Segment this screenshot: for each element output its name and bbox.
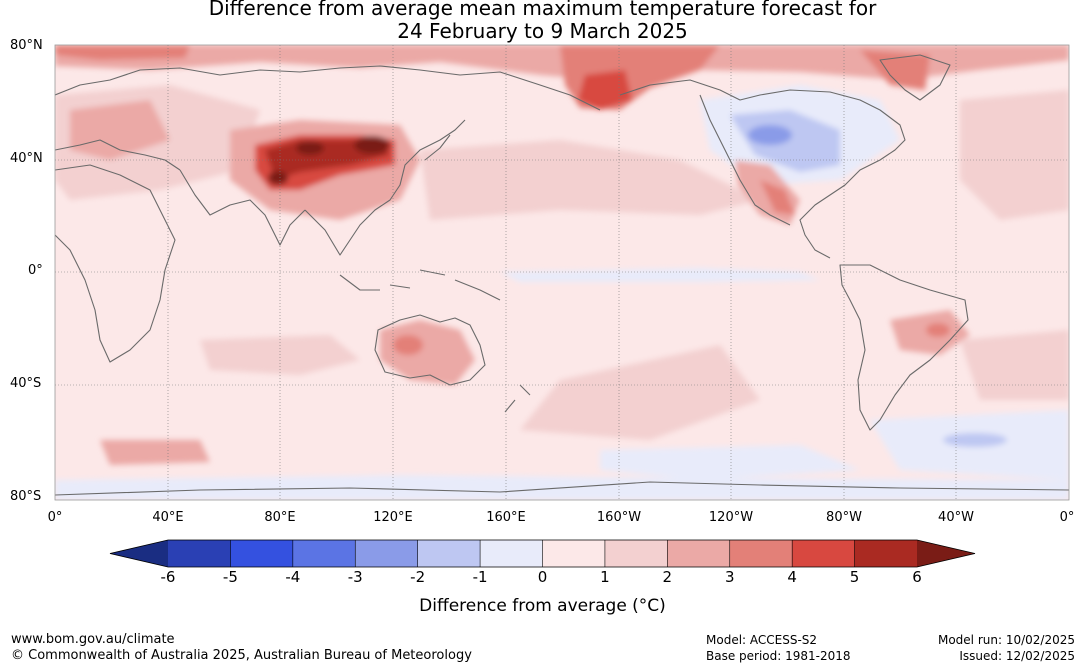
coastlines (55, 54, 1069, 496)
lon-label-80w: 80°W (826, 510, 862, 525)
lat-label-40s: 40°S (10, 376, 42, 391)
lon-label-160e: 160°E (486, 510, 526, 525)
colorbar-tick-label: -1 (472, 568, 488, 586)
coastline-africa (55, 164, 176, 363)
footer-model: Model: ACCESS-S2 (706, 633, 818, 647)
coastline-eurasia-north (55, 65, 601, 111)
lat-label-40n: 40°N (10, 151, 43, 166)
colorbar-bin (355, 540, 419, 567)
anomaly-south-pacific (520, 345, 760, 440)
coastline-east-asia (304, 119, 466, 256)
colorbar-tick-label: 6 (912, 568, 922, 586)
lon-label-0-west: 0° (47, 510, 63, 525)
colorbar-tick-label: 3 (724, 568, 735, 586)
colorbar-tick-label: 5 (849, 568, 860, 586)
footer-base-period: Base period: 1981-2018 (706, 649, 851, 663)
colorbar-bin (480, 540, 543, 567)
colorbar-tick-label: -3 (347, 568, 363, 586)
colorbar-bin (792, 540, 856, 567)
lon-label-120e: 120°E (373, 510, 413, 525)
footer-issued: Issued: 12/02/2025 (959, 649, 1075, 663)
coastline-indonesia (339, 269, 501, 301)
colorbar-tick-label: 2 (662, 568, 673, 586)
coastline-north-america (619, 79, 906, 259)
anomaly-northwest-china-peak (296, 141, 324, 155)
coastline-australia (374, 314, 486, 386)
colorbar-tick-label: -6 (160, 568, 176, 586)
lon-label-80e: 80°E (264, 510, 296, 525)
coastline-arabia-india (179, 169, 306, 246)
anomaly-arctic-west (55, 45, 190, 60)
lon-label-0-east: 0° (1059, 510, 1075, 525)
anomaly-australia-core (393, 335, 423, 355)
lat-label-80n: 80°N (10, 38, 43, 53)
anomaly-southern-indian-band (100, 440, 210, 465)
colorbar-tick-label: -5 (222, 568, 238, 586)
colorbar-bin (168, 540, 231, 567)
lat-label-equator: 0° (28, 263, 43, 278)
map-title-line-1: Difference from average mean maximum tem… (208, 0, 877, 20)
coastline-south-america (839, 264, 969, 431)
anomaly-arctic-siberia-core (578, 70, 632, 110)
anomaly-tibet-peak (268, 171, 288, 185)
lat-label-80s: 80°S (10, 489, 42, 504)
anomaly-southwest-us-core (760, 180, 795, 215)
map-frame (54, 44, 1070, 501)
coastline-antarctica (55, 481, 1069, 496)
map-title-line-2: 24 February to 9 March 2025 (397, 19, 688, 43)
coastline-mediterranean (55, 139, 181, 171)
anomaly-mongolia-peak (354, 136, 390, 154)
lon-label-120w: 120°W (708, 510, 754, 525)
anomaly-arctic-band (55, 45, 1069, 82)
lon-label-160w: 160°W (596, 510, 642, 525)
colorbar-bin (604, 540, 668, 567)
colorbar-outline (109, 539, 976, 568)
colorbar-tick-label: 1 (600, 568, 610, 586)
anomaly-southern-ocean-cold-core (943, 433, 1007, 447)
coastline-north-america-west (699, 94, 791, 226)
colorbar-tick-label: 0 (537, 568, 548, 586)
anomaly-arctic-greenland (860, 50, 930, 90)
lon-label-40w: 40°W (938, 510, 974, 525)
coastline-new-zealand (504, 384, 531, 413)
anomaly-south-pacific-cold (600, 445, 860, 480)
colorbar-bin (230, 540, 294, 567)
colorbar-extend-high (917, 540, 975, 567)
footer-url[interactable]: www.bom.gov.au/climate (11, 632, 175, 647)
coastline-japan (424, 134, 451, 161)
anomaly-south-atlantic (960, 330, 1069, 400)
footer-copyright: © Commonwealth of Australia 2025, Austra… (11, 648, 472, 663)
anomaly-europe-core (70, 100, 170, 160)
colorbar-tick-label: -4 (285, 568, 301, 586)
anomaly-map (54, 44, 1070, 501)
lon-label-40e: 40°E (152, 510, 184, 525)
colorbar-bin (667, 540, 731, 567)
colorbar-bin (542, 540, 606, 567)
colorbar-tick-label: -2 (410, 568, 426, 586)
anomaly-canada-cold-core (748, 125, 792, 145)
anomaly-equatorial-pacific (500, 268, 820, 282)
colorbar-bin (729, 540, 793, 567)
footer-model-run: Model run: 10/02/2025 (937, 633, 1075, 647)
colorbar-bin (854, 540, 918, 567)
colorbar-bin (417, 540, 481, 567)
colorbar-label: Difference from average (°C) (419, 596, 666, 616)
anomaly-brazil-core (926, 323, 950, 337)
colorbar-tick-label: 4 (787, 568, 797, 586)
anomaly-north-atlantic (960, 90, 1069, 220)
coastline-greenland (879, 54, 951, 101)
colorbar-extend-low (110, 540, 168, 567)
graticule (55, 45, 1069, 500)
colorbar-bin (292, 540, 356, 567)
